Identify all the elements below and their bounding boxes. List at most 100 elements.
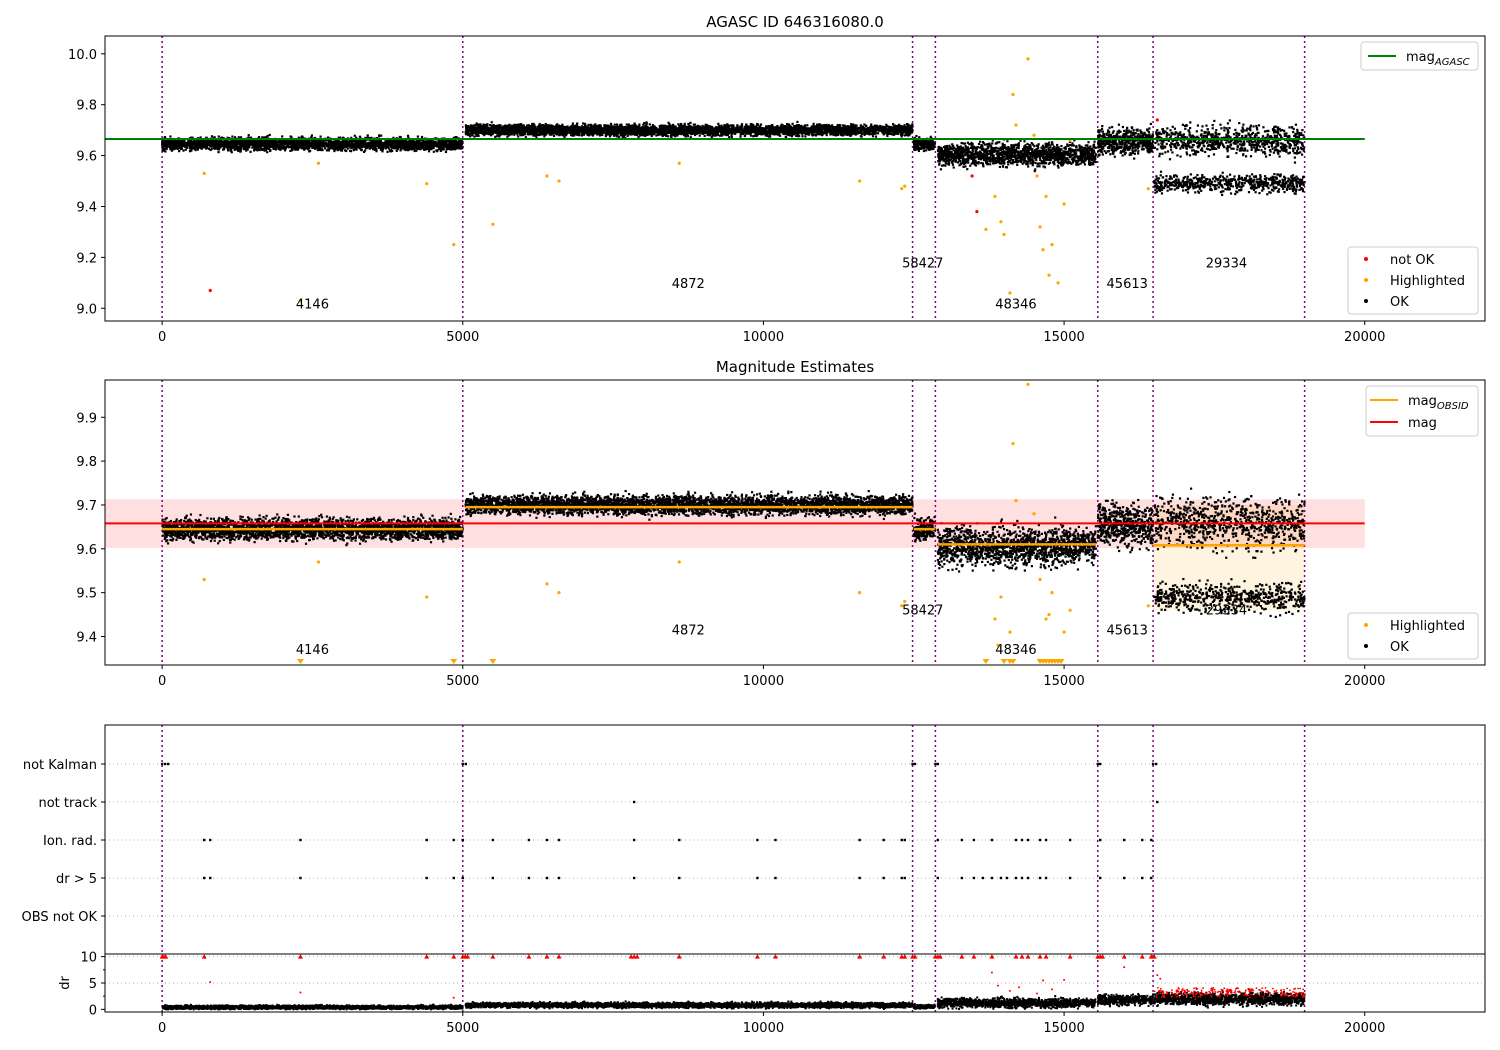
ok-point: [396, 147, 399, 151]
ok-point: [168, 143, 172, 146]
ok-point: [437, 140, 440, 143]
ok-point: [213, 138, 216, 142]
ok-point: [347, 144, 351, 148]
ok-point: [441, 140, 444, 143]
ok-point: [415, 149, 418, 152]
ok-point: [328, 144, 331, 147]
ok-point: [842, 125, 845, 128]
ok-point: [194, 143, 197, 146]
ok-point: [327, 147, 330, 150]
ok-point: [635, 124, 638, 127]
ok-point: [187, 139, 190, 143]
ok-point: [258, 144, 261, 147]
ok-point: [235, 147, 238, 151]
ok-point: [328, 142, 331, 146]
ok-point: [335, 147, 338, 150]
ok-point: [454, 145, 457, 148]
ok-point: [434, 140, 437, 143]
ok-point: [328, 147, 331, 150]
ok-point: [900, 133, 903, 136]
ok-point: [399, 146, 402, 149]
ok-point: [644, 134, 647, 138]
ok-point: [426, 141, 430, 144]
ok-point: [815, 125, 818, 128]
ok-point: [162, 148, 166, 152]
ok-point: [333, 143, 336, 146]
ok-point: [382, 146, 385, 149]
ok-point: [546, 124, 549, 128]
ok-point: [375, 150, 378, 153]
ok-point: [188, 150, 192, 153]
ok-point: [349, 150, 353, 153]
ok-point: [270, 139, 273, 142]
ok-point: [223, 148, 226, 151]
ok-point: [704, 123, 707, 126]
ok-point: [260, 144, 263, 147]
ok-point: [412, 147, 416, 151]
ok-point: [433, 141, 436, 145]
ok-point: [726, 123, 729, 126]
ok-point: [298, 142, 301, 145]
ok-point: [689, 121, 692, 124]
ok-point: [358, 145, 361, 148]
ok-point: [200, 144, 203, 148]
ok-point: [636, 133, 639, 137]
ok-point: [222, 144, 225, 147]
ok-point: [446, 138, 449, 142]
ok-point: [276, 145, 279, 148]
ok-point: [438, 143, 441, 146]
ok-point: [192, 147, 196, 150]
ok-point: [272, 147, 275, 150]
ok-point: [277, 147, 280, 150]
ok-point: [230, 145, 233, 148]
ok-point: [424, 148, 428, 151]
ok-point: [206, 145, 209, 148]
ok-point: [219, 142, 222, 145]
ok-point: [249, 141, 252, 144]
ok-point: [749, 134, 753, 137]
ok-point: [289, 149, 292, 153]
ok-point: [424, 146, 427, 150]
ok-point: [390, 144, 393, 147]
ok-point: [205, 141, 208, 144]
ok-point: [294, 145, 298, 148]
ok-point: [203, 146, 207, 149]
ok-point: [417, 142, 420, 145]
ok-point: [371, 147, 374, 150]
ok-point: [253, 144, 256, 147]
ok-point: [316, 142, 319, 145]
ok-point: [392, 144, 395, 148]
ok-point: [437, 143, 440, 146]
ok-point: [203, 143, 206, 146]
ok-point: [396, 140, 399, 143]
ok-point: [310, 136, 313, 139]
ok-point: [360, 141, 363, 145]
ok-point: [513, 123, 516, 126]
ok-point: [350, 143, 354, 147]
ok-point: [382, 145, 385, 148]
ok-point: [188, 141, 191, 145]
ok-point: [257, 136, 261, 139]
ok-point: [283, 142, 286, 145]
ok-point: [325, 144, 329, 148]
ok-point: [357, 142, 360, 146]
ok-point: [317, 148, 321, 151]
ok-point: [227, 147, 230, 150]
ok-point: [399, 140, 402, 143]
ok-point: [404, 147, 407, 150]
ok-point: [209, 144, 212, 147]
ok-point: [173, 142, 176, 145]
ok-point: [357, 138, 360, 142]
ok-point: [378, 141, 382, 144]
ok-point: [237, 149, 240, 153]
ok-point: [427, 139, 430, 143]
ok-point: [364, 144, 368, 147]
ok-point: [358, 135, 362, 138]
ok-point: [416, 144, 419, 147]
ok-point: [359, 145, 362, 148]
ok-point: [440, 143, 443, 146]
ok-point: [161, 140, 165, 143]
ok-point: [364, 142, 367, 146]
ok-point: [386, 150, 389, 153]
ok-point: [318, 141, 322, 144]
